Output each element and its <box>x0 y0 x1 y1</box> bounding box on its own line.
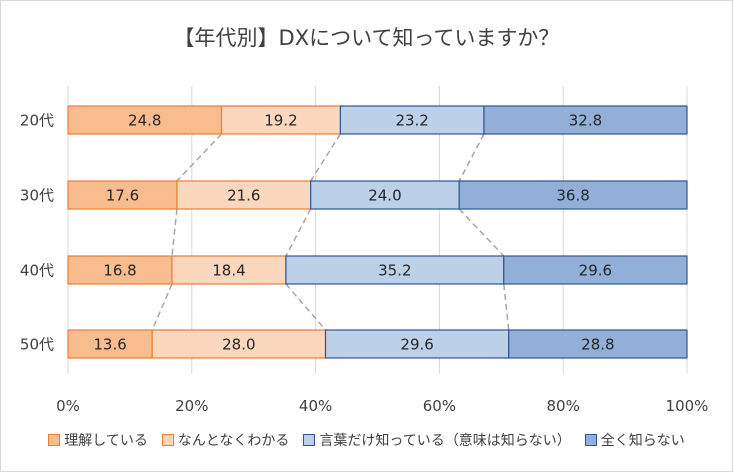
bar-segment <box>339 105 485 135</box>
x-tick-label: 80% <box>547 397 580 415</box>
legend-label-not-at-all: 全く知らない <box>600 433 685 449</box>
legend-swatch-not-at-all <box>584 434 597 446</box>
data-label: 23.2 <box>395 112 428 130</box>
bar-segment <box>176 180 312 210</box>
legend-item-word-only: 言葉だけ知っている（意味は知らない） <box>303 430 571 450</box>
bar-segment <box>310 180 460 210</box>
data-label: 24.0 <box>368 187 401 205</box>
data-label: 29.6 <box>400 336 433 354</box>
data-label: 16.8 <box>103 262 136 280</box>
bar-segment <box>220 105 341 135</box>
legend-swatch-word-only <box>303 434 316 446</box>
series-line <box>503 283 510 331</box>
bar-segment <box>508 329 688 359</box>
series-line <box>176 133 223 182</box>
data-labels: 24.8 19.2 23.2 32.8 17.6 21.6 24.0 36.8 16.8 18.4… <box>93 112 614 354</box>
legend-item-understand: 理解している <box>48 430 148 450</box>
legend-swatch-understand <box>48 434 61 446</box>
legend-item-not-at-all: 全く知らない <box>584 430 685 450</box>
axis-labels: 0% 20% 40% 60% 80% 100% 20代 30代 40代 50代 <box>20 112 709 416</box>
x-tick-label: 60% <box>423 397 456 415</box>
legend-label-understand: 理解している <box>64 433 148 449</box>
bar-segment <box>67 180 178 210</box>
data-label: 29.6 <box>579 262 612 280</box>
data-label: 18.4 <box>212 262 245 280</box>
data-label: 36.8 <box>556 187 589 205</box>
data-label: 35.2 <box>378 262 411 280</box>
category-label: 40代 <box>20 262 54 280</box>
category-label: 20代 <box>20 112 54 130</box>
data-label: 17.6 <box>106 187 139 205</box>
legend-item-somewhat: なんとなくわかる <box>161 430 290 450</box>
series-lines <box>151 133 510 331</box>
legend-label-somewhat: なんとなくわかる <box>177 433 290 449</box>
bar-segment <box>483 105 688 135</box>
data-label: 28.0 <box>222 336 255 354</box>
x-tick-label: 100% <box>666 397 709 415</box>
bar-segment <box>67 105 223 135</box>
data-label: 13.6 <box>93 336 126 354</box>
bar-segment <box>324 329 510 359</box>
data-label: 28.8 <box>581 336 614 354</box>
series-line <box>458 208 505 257</box>
bar-segment <box>151 329 327 359</box>
legend-label-word-only: 言葉だけ知っている（意味は知らない） <box>319 433 571 449</box>
series-line <box>285 208 312 257</box>
bar-segment <box>67 255 173 285</box>
category-label: 30代 <box>20 187 54 205</box>
bars <box>67 105 688 359</box>
series-line <box>171 208 178 257</box>
x-tick-label: 20% <box>175 397 208 415</box>
data-label: 21.6 <box>227 187 260 205</box>
series-line <box>151 283 173 331</box>
category-label: 50代 <box>20 336 54 354</box>
series-line <box>458 133 485 182</box>
data-label: 32.8 <box>569 112 602 130</box>
bar-segment <box>458 180 688 210</box>
bar-segment <box>171 255 287 285</box>
legend-swatch-somewhat <box>161 434 174 446</box>
data-label: 24.8 <box>128 112 161 130</box>
chart-title: 【年代別】DXについて知っていますか？ <box>173 26 560 50</box>
bar-segment <box>503 255 688 285</box>
series-line <box>285 283 327 331</box>
legend: 理解している なんとなくわかる 言葉だけ知っている（意味は知らない） 全く知らな… <box>0 430 733 450</box>
data-label: 19.2 <box>264 112 297 130</box>
x-tick-label: 0% <box>56 397 80 415</box>
x-tick-label: 40% <box>299 397 332 415</box>
